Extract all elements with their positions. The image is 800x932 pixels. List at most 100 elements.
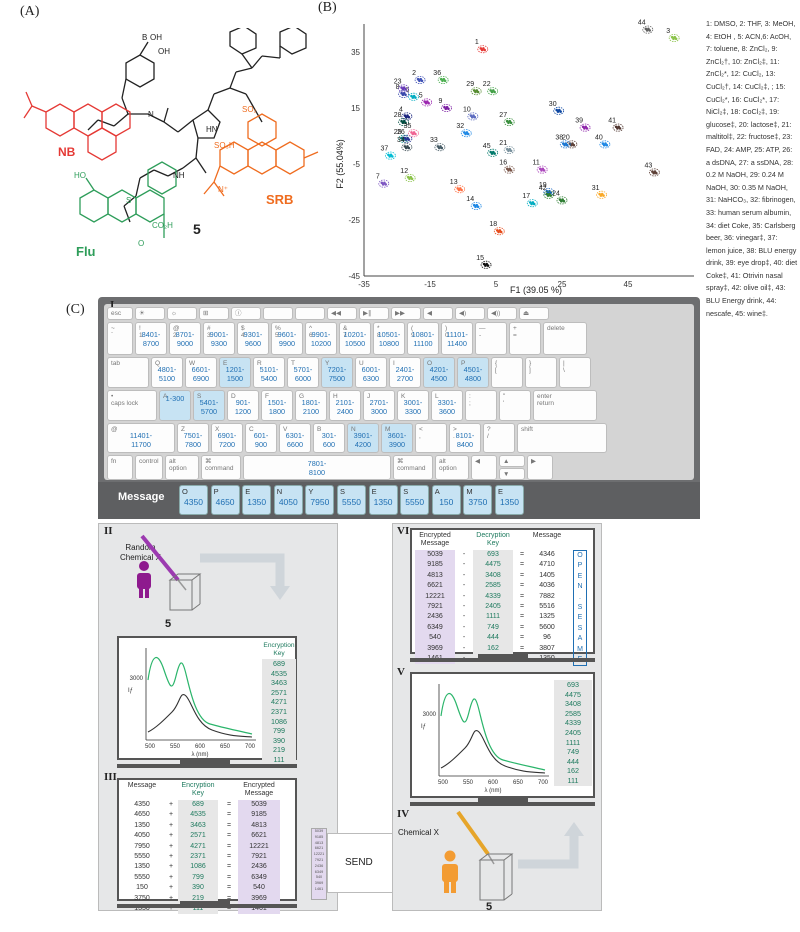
- key-a[interactable]: A 1-300: [159, 390, 191, 421]
- key-sym[interactable]: ▼: [499, 468, 525, 480]
- key-value: 219: [273, 745, 285, 755]
- key-blank[interactable]: [263, 307, 293, 320]
- key-p[interactable]: P 4501- 4800: [457, 357, 489, 388]
- key-esc[interactable]: esc: [107, 307, 133, 320]
- key-n[interactable]: N 3901- 4200: [347, 423, 379, 453]
- key-2[interactable]: @ 2 8701- 9000: [169, 322, 201, 355]
- key-sym[interactable]: ◀)): [487, 307, 517, 320]
- key-s[interactable]: S 5401- 5700: [193, 390, 225, 421]
- key-j[interactable]: J 2701- 3000: [363, 390, 395, 421]
- key-capslock[interactable]: • caps lock: [107, 390, 157, 421]
- key-sym[interactable]: ▲: [499, 455, 525, 467]
- key-sym[interactable]: | \: [559, 357, 591, 388]
- key-sym[interactable]: — -: [475, 322, 507, 355]
- key-r[interactable]: R 5101- 5400: [253, 357, 285, 388]
- scatter-point-label: 34: [397, 137, 405, 144]
- key-range: 2701- 3000: [369, 398, 389, 416]
- table-cell: 3408: [485, 571, 501, 579]
- key-x[interactable]: X 6901- 7200: [211, 423, 243, 453]
- scatter-point-label: 40: [595, 134, 603, 141]
- key-5[interactable]: % 5 9601- 9900: [271, 322, 303, 355]
- scatter-point-label: 39: [575, 118, 583, 125]
- message-value: 4050: [278, 497, 298, 507]
- key-o[interactable]: O 4201- 4500: [423, 357, 455, 388]
- key-blank[interactable]: [295, 307, 325, 320]
- key-1[interactable]: ! 1 8401- 8700: [135, 322, 167, 355]
- key-sym[interactable]: > . 8101- 8400: [449, 423, 481, 453]
- key-l[interactable]: L 3301- 3600: [431, 390, 463, 421]
- key-h[interactable]: H 2101- 2400: [329, 390, 361, 421]
- message-value: 7950: [310, 497, 330, 507]
- key-3[interactable]: # 3 9001- 9300: [203, 322, 235, 355]
- key-label: enter return: [537, 393, 554, 407]
- key-blank[interactable]: 7801- 8100: [243, 455, 391, 480]
- key-sym[interactable]: " ': [499, 390, 531, 421]
- key-sym[interactable]: @11401- 11700: [107, 423, 175, 453]
- key-y[interactable]: Y 7201- 7500: [321, 357, 353, 388]
- key-shift[interactable]: shift: [517, 423, 607, 453]
- key-delete[interactable]: delete: [543, 322, 587, 355]
- table-operator: +: [168, 832, 174, 840]
- key-m[interactable]: M 3601- 3900: [381, 423, 413, 453]
- key-v[interactable]: V 6301- 6600: [279, 423, 311, 453]
- key-0[interactable]: ) 0 11101- 11400: [441, 322, 473, 355]
- key-sym[interactable]: ? /: [483, 423, 515, 453]
- key-b[interactable]: B 301- 600: [313, 423, 345, 453]
- key-6[interactable]: ^ 6 9901- 10200: [305, 322, 337, 355]
- key-sym[interactable]: ▶∥: [359, 307, 389, 320]
- key-t[interactable]: T 5701- 6000: [287, 357, 319, 388]
- key-sym[interactable]: ⏏: [519, 307, 549, 320]
- key-range: 6001- 6300: [361, 365, 381, 383]
- key-sym[interactable]: { [: [491, 357, 523, 388]
- key-sym[interactable]: ⊞: [199, 307, 229, 320]
- key-sym[interactable]: : ;: [465, 390, 497, 421]
- key-value: 4475: [565, 689, 581, 699]
- key-sym[interactable]: } ]: [525, 357, 557, 388]
- key-q[interactable]: Q 4801- 5100: [151, 357, 183, 388]
- key-sym[interactable]: ⓘ: [231, 307, 261, 320]
- key-sym[interactable]: ◀: [471, 455, 497, 480]
- key-e[interactable]: E 1201- 1500: [219, 357, 251, 388]
- spectrum-x-tick: 700: [245, 744, 256, 750]
- key-sym[interactable]: < ,: [415, 423, 447, 453]
- key-z[interactable]: Z 7501- 7800: [177, 423, 209, 453]
- scatter-point-43: 43: [645, 162, 660, 177]
- key-sym[interactable]: ◀◀: [327, 307, 357, 320]
- key-option[interactable]: alt option: [435, 455, 469, 480]
- key-return[interactable]: enter return: [533, 390, 597, 421]
- key-k[interactable]: K 3001- 3300: [397, 390, 429, 421]
- key-d[interactable]: D 901- 1200: [227, 390, 259, 421]
- scatter-point-24: 24: [552, 190, 568, 205]
- key-tab[interactable]: tab: [107, 357, 149, 388]
- key-c[interactable]: C 601- 900: [245, 423, 277, 453]
- key-sym[interactable]: + =: [509, 322, 541, 355]
- key-control[interactable]: control: [135, 455, 163, 480]
- key-sym[interactable]: ~ `: [107, 322, 133, 355]
- key-g[interactable]: G 1801- 2100: [295, 390, 327, 421]
- key-sym[interactable]: ▶▶: [391, 307, 421, 320]
- key-sym[interactable]: ◀): [455, 307, 485, 320]
- key-command[interactable]: ⌘ command: [393, 455, 433, 480]
- key-sym[interactable]: ▶: [527, 455, 553, 480]
- key-i[interactable]: I 2401- 2700: [389, 357, 421, 388]
- key-sym[interactable]: ☼: [167, 307, 197, 320]
- table-cell: 1350: [134, 821, 150, 829]
- monitor-stand-3: [478, 654, 528, 658]
- key-8[interactable]: * 8 10501- 10800: [373, 322, 405, 355]
- key-label: ⓘ: [235, 310, 242, 317]
- key-sym[interactable]: ◀: [423, 307, 453, 320]
- key-fn[interactable]: fn: [107, 455, 133, 480]
- key-value: 162: [567, 766, 579, 776]
- key-w[interactable]: W 6601- 6900: [185, 357, 217, 388]
- key-sym[interactable]: ☀: [135, 307, 165, 320]
- key-u[interactable]: U 6001- 6300: [355, 357, 387, 388]
- key-4[interactable]: $ 4 9301- 9600: [237, 322, 269, 355]
- send-value: 2436: [314, 863, 324, 868]
- key-option[interactable]: alt option: [165, 455, 199, 480]
- step-iv-label: IV: [397, 808, 410, 820]
- key-f[interactable]: F 1501- 1800: [261, 390, 293, 421]
- key-command[interactable]: ⌘ command: [201, 455, 241, 480]
- key-9[interactable]: ( 9 10801- 11100: [407, 322, 439, 355]
- key-7[interactable]: & 7 10201- 10500: [339, 322, 371, 355]
- scatter-point-34: 34: [397, 137, 413, 152]
